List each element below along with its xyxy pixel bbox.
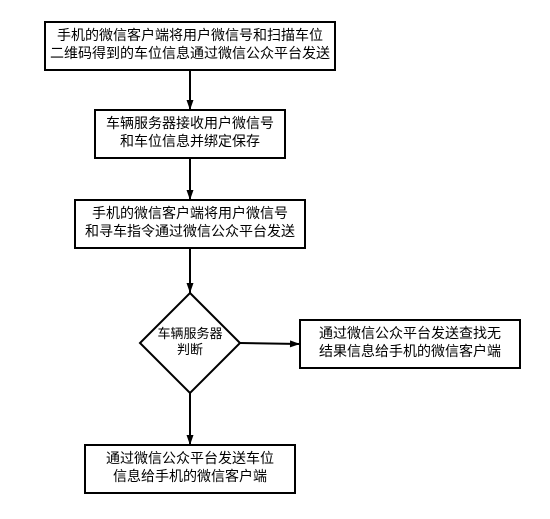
node-text: 判断	[177, 342, 203, 357]
node-text: 信息给手机的微信客户端	[113, 468, 267, 485]
node-text: 车辆服务器接收用户微信号	[106, 115, 274, 132]
node-text: 结果信息给手机的微信客户端	[319, 343, 501, 360]
node-text: 和寻车指令通过微信公众平台发送	[85, 223, 295, 240]
canvas-bg	[0, 0, 550, 519]
flowchart-canvas: 手机的微信客户端将用户微信号和扫描车位二维码得到的车位信息通过微信公众平台发送车…	[0, 0, 550, 519]
node-text: 二维码得到的车位信息通过微信公众平台发送	[50, 45, 330, 62]
node-text: 通过微信公众平台发送查找无	[319, 326, 501, 342]
node-text: 手机的微信客户端将用户微信号和扫描车位	[57, 27, 323, 44]
node-text: 手机的微信客户端将用户微信号	[92, 205, 288, 222]
node-text: 和车位信息并绑定保存	[120, 133, 260, 150]
node-text: 车辆服务器	[157, 326, 222, 341]
node-text: 通过微信公众平台发送车位	[106, 450, 274, 467]
